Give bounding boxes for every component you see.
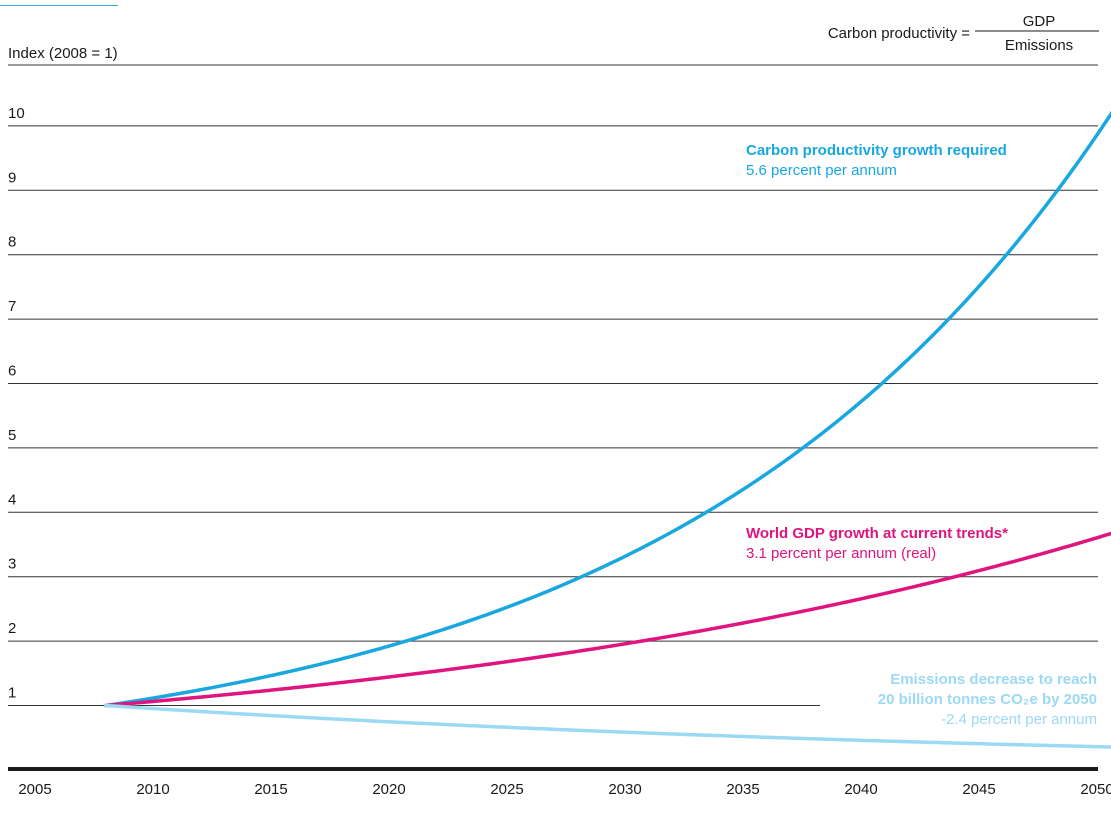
gdp-title: World GDP growth at current trends* — [746, 525, 1008, 542]
y-tick-label: 3 — [8, 556, 16, 573]
x-tick-label: 2040 — [844, 781, 877, 798]
x-tick-label: 2045 — [962, 781, 995, 798]
series-lines — [104, 110, 1111, 749]
world-gdp-line — [104, 531, 1111, 708]
y-tick-label: 4 — [8, 491, 16, 508]
x-tick-label: 2010 — [136, 781, 169, 798]
carbon-productivity-line — [104, 110, 1111, 708]
emissions-title-line-2: 20 billion tonnes CO₂e by 2050 — [878, 691, 1097, 708]
x-tick-label: 2005 — [18, 781, 51, 798]
emissions-note: -2.4 percent per annum — [941, 711, 1097, 728]
gridlines — [8, 64, 1098, 771]
x-tick-label: 2020 — [372, 781, 405, 798]
y-tick-label: 7 — [8, 298, 16, 315]
y-axis-label: Index (2008 = 1) — [8, 45, 118, 62]
formula-label: Carbon productivity = — [828, 25, 970, 42]
y-tick-label: 9 — [8, 169, 16, 186]
series-annotations: Carbon productivity growth required 5.6 p… — [746, 142, 1097, 728]
y-tick-label: 10 — [8, 105, 25, 122]
y-tick-label: 5 — [8, 427, 16, 444]
formula: Carbon productivity = GDP Emissions — [828, 13, 1099, 54]
emissions-title-line-1: Emissions decrease to reach — [890, 671, 1097, 688]
y-tick-labels: 1 2 3 4 5 6 7 8 9 10 — [8, 105, 25, 702]
emissions-line — [104, 703, 1111, 749]
y-tick-label: 2 — [8, 620, 16, 637]
top-link-underline — [0, 0, 118, 6]
x-tick-label: 2050 — [1080, 781, 1111, 798]
x-tick-label: 2015 — [254, 781, 287, 798]
formula-denominator: Emissions — [1005, 37, 1073, 54]
carbon-productivity-note: 5.6 percent per annum — [746, 162, 897, 179]
gdp-note: 3.1 percent per annum (real) — [746, 545, 936, 562]
x-tick-label: 2035 — [726, 781, 759, 798]
y-tick-label: 8 — [8, 234, 16, 251]
x-tick-labels: 2005 2010 2015 2020 2025 2030 2035 2040 2045 2050 — [18, 781, 1111, 798]
x-tick-label: 2025 — [490, 781, 523, 798]
y-tick-label: 1 — [8, 685, 16, 702]
x-tick-label: 2030 — [608, 781, 641, 798]
formula-numerator: GDP — [1023, 13, 1056, 30]
carbon-productivity-title: Carbon productivity growth required — [746, 142, 1007, 159]
y-tick-label: 6 — [8, 363, 16, 380]
